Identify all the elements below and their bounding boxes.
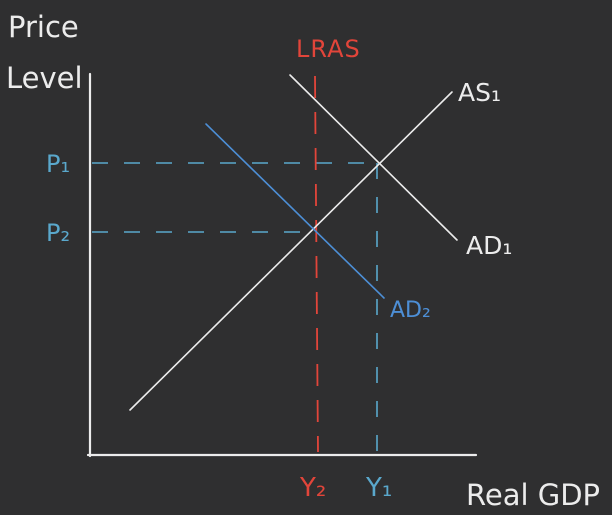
p1-label: P₁ — [46, 150, 70, 178]
y-axis-label-line2: Level — [6, 61, 83, 95]
x-axis-label: Real GDP — [466, 478, 600, 512]
y2-label: Y₂ — [299, 473, 326, 503]
y-axis-label-line1: Price — [8, 10, 79, 44]
ad2-curve — [205, 123, 385, 299]
as1-curve — [129, 91, 453, 411]
ad1-label: AD₁ — [466, 231, 512, 260]
as1-label: AS₁ — [458, 78, 501, 107]
ad1-curve — [289, 74, 458, 241]
p2-label: P₂ — [46, 219, 70, 247]
ad2-label: AD₂ — [390, 298, 431, 323]
y1-label: Y₁ — [365, 473, 392, 503]
lras-label: LRAS — [296, 35, 361, 63]
lras-line — [314, 75, 319, 453]
